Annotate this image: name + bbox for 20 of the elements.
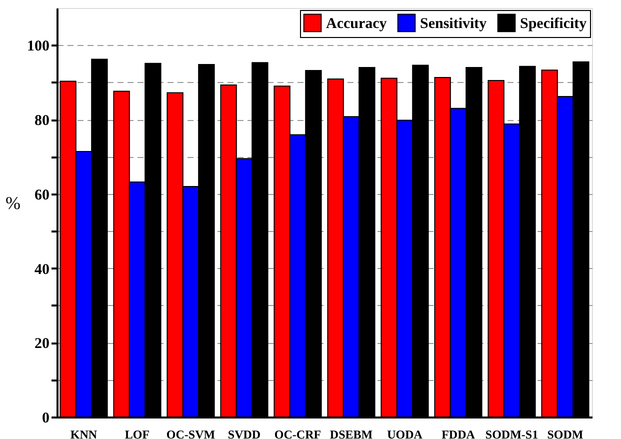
y-axis-title: % bbox=[6, 193, 20, 213]
x-tick-label: OC-SVM bbox=[166, 428, 216, 439]
x-tick-label: SVDD bbox=[228, 428, 261, 439]
legend-label: Specificity bbox=[520, 16, 588, 32]
y-tick-label: 60 bbox=[34, 187, 50, 204]
x-tick-label: SODM bbox=[547, 428, 584, 439]
x-tick-label: SODM-S1 bbox=[485, 428, 538, 439]
x-tick-label: UODA bbox=[387, 428, 423, 439]
x-tick-label: DSEBM bbox=[330, 428, 373, 439]
x-tick-label: FDDA bbox=[442, 428, 476, 439]
x-tick-label: KNN bbox=[70, 428, 98, 439]
legend-label: Sensitivity bbox=[420, 16, 488, 32]
x-tick-label: LOF bbox=[124, 428, 150, 439]
y-tick-label: 40 bbox=[34, 262, 50, 278]
y-tick-label: 20 bbox=[34, 336, 50, 352]
legend-label: Accuracy bbox=[326, 16, 388, 32]
y-tick-label: 100 bbox=[27, 38, 50, 55]
y-tick-label: 80 bbox=[34, 113, 50, 130]
y-tick-label: 0 bbox=[42, 410, 50, 426]
x-tick-label: OC-CRF bbox=[274, 428, 322, 439]
